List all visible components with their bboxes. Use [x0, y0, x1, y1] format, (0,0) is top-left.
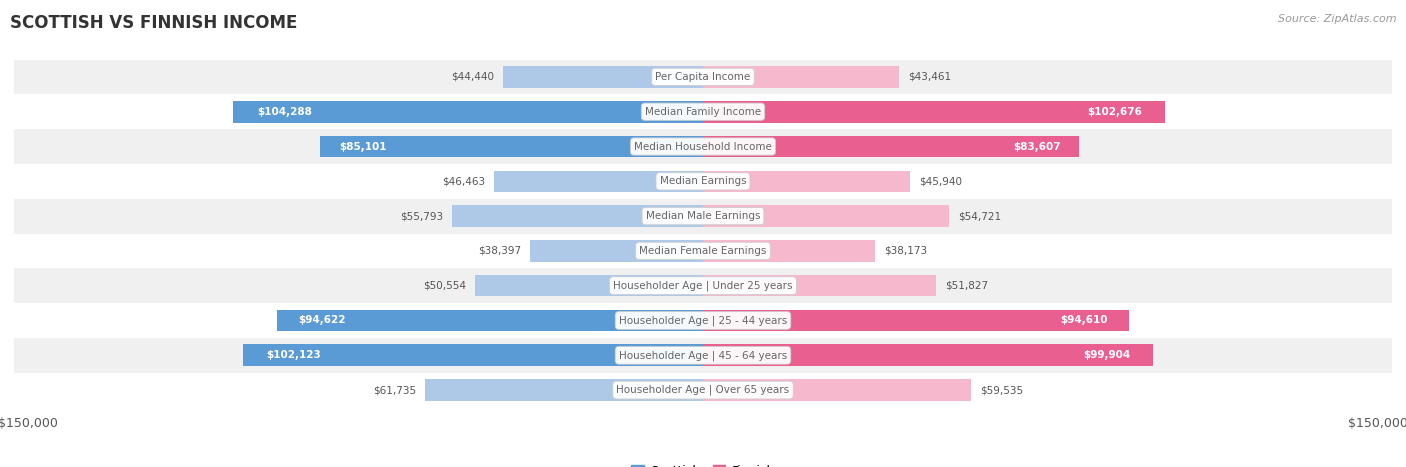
Bar [14, 164, 1392, 198]
Text: $85,101: $85,101 [339, 142, 387, 151]
Text: Per Capita Income: Per Capita Income [655, 72, 751, 82]
Bar [14, 303, 1392, 338]
Bar [703, 205, 949, 227]
Text: Median Family Income: Median Family Income [645, 107, 761, 117]
Bar [14, 129, 1392, 164]
Text: Median Female Earnings: Median Female Earnings [640, 246, 766, 256]
Text: $55,793: $55,793 [399, 211, 443, 221]
Bar [703, 345, 1153, 366]
Text: $50,554: $50,554 [423, 281, 467, 290]
Bar [475, 275, 703, 297]
Text: $104,288: $104,288 [257, 107, 312, 117]
Text: Householder Age | 25 - 44 years: Householder Age | 25 - 44 years [619, 315, 787, 326]
Bar [14, 198, 1392, 234]
Text: $102,123: $102,123 [266, 350, 321, 360]
Text: $102,676: $102,676 [1087, 107, 1142, 117]
Text: Source: ZipAtlas.com: Source: ZipAtlas.com [1278, 14, 1396, 24]
Text: $61,735: $61,735 [373, 385, 416, 395]
Bar [14, 269, 1392, 303]
Legend: Scottish, Finnish: Scottish, Finnish [626, 460, 780, 467]
Bar [494, 170, 703, 192]
Bar [14, 94, 1392, 129]
Text: $54,721: $54,721 [959, 211, 1001, 221]
Bar [703, 379, 972, 401]
Bar [703, 170, 910, 192]
Text: $83,607: $83,607 [1014, 142, 1060, 151]
Text: $45,940: $45,940 [920, 177, 962, 186]
Text: $94,622: $94,622 [298, 316, 346, 325]
Text: Householder Age | Under 25 years: Householder Age | Under 25 years [613, 281, 793, 291]
Bar [233, 101, 703, 122]
Bar [14, 234, 1392, 269]
Text: Median Household Income: Median Household Income [634, 142, 772, 151]
Text: Householder Age | Over 65 years: Householder Age | Over 65 years [616, 385, 790, 396]
Text: $99,904: $99,904 [1083, 350, 1130, 360]
Text: $44,440: $44,440 [451, 72, 494, 82]
Bar [319, 136, 703, 157]
Text: $94,610: $94,610 [1060, 316, 1108, 325]
Text: $38,173: $38,173 [884, 246, 927, 256]
Text: Median Male Earnings: Median Male Earnings [645, 211, 761, 221]
Text: SCOTTISH VS FINNISH INCOME: SCOTTISH VS FINNISH INCOME [10, 14, 297, 32]
Text: $38,397: $38,397 [478, 246, 522, 256]
Bar [14, 373, 1392, 408]
Text: $46,463: $46,463 [441, 177, 485, 186]
Bar [451, 205, 703, 227]
Bar [14, 59, 1392, 94]
Bar [703, 310, 1129, 331]
Bar [703, 136, 1080, 157]
Text: $59,535: $59,535 [980, 385, 1024, 395]
Text: Householder Age | 45 - 64 years: Householder Age | 45 - 64 years [619, 350, 787, 361]
Bar [530, 240, 703, 262]
Bar [425, 379, 703, 401]
Text: Median Earnings: Median Earnings [659, 177, 747, 186]
Bar [243, 345, 703, 366]
Bar [277, 310, 703, 331]
Bar [703, 240, 875, 262]
Bar [703, 275, 936, 297]
Bar [14, 338, 1392, 373]
Bar [703, 66, 898, 88]
Bar [703, 101, 1166, 122]
Text: $43,461: $43,461 [908, 72, 950, 82]
Text: $51,827: $51,827 [945, 281, 988, 290]
Bar [503, 66, 703, 88]
